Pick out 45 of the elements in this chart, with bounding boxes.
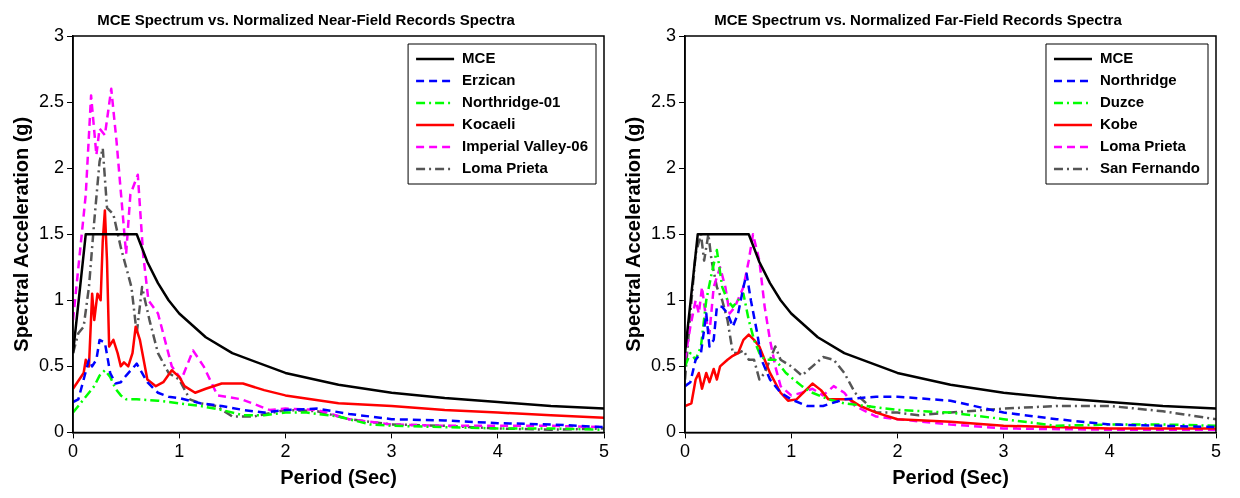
y-tick-label: 0 xyxy=(666,421,677,442)
x-tick-label: 1 xyxy=(786,441,797,462)
y-tick-label: 1.5 xyxy=(650,223,677,244)
legend-label: MCE xyxy=(462,49,496,67)
x-tick-label: 4 xyxy=(1104,441,1115,462)
legend-label: Erzican xyxy=(462,71,516,89)
x-tick-label: 4 xyxy=(492,441,503,462)
x-tick-label: 3 xyxy=(386,441,397,462)
legend-label: MCE xyxy=(1099,49,1134,67)
line-series xyxy=(73,338,604,429)
y-tick-label: 3 xyxy=(666,24,677,45)
x-tick-label: 2 xyxy=(892,441,903,462)
legend-label: Kocaeli xyxy=(462,115,516,133)
legend-label: Northridge-01 xyxy=(462,93,561,111)
x-tick-label: 0 xyxy=(68,441,79,462)
chart-title: MCE Spectrum vs. Normalized Far-Field Records Spectra xyxy=(714,11,1123,29)
y-tick-label: 2.5 xyxy=(38,91,65,112)
legend-label: San Fernando xyxy=(1099,159,1200,177)
y-tick-label: 2 xyxy=(666,157,677,178)
x-tick-label: 5 xyxy=(598,441,610,462)
x-tick-label: 5 xyxy=(1210,441,1222,462)
y-tick-label: 1 xyxy=(54,289,65,310)
legend-label: Imperial Valley-06 xyxy=(462,137,589,155)
legend-label: Loma Prieta xyxy=(462,159,549,177)
y-axis-title: Spectral Acceleration (g) xyxy=(621,116,644,352)
y-tick-label: 0 xyxy=(54,421,65,442)
y-tick-label: 2.5 xyxy=(650,91,677,112)
x-tick-label: 1 xyxy=(174,441,185,462)
x-axis-title: Period (Sec) xyxy=(280,465,397,488)
x-axis-title: Period (Sec) xyxy=(892,465,1009,488)
x-tick-label: 0 xyxy=(680,441,691,462)
legend-label: Kobe xyxy=(1099,115,1138,133)
y-tick-label: 2 xyxy=(54,157,65,178)
legend-label: Northridge xyxy=(1099,71,1177,89)
x-tick-label: 3 xyxy=(998,441,1009,462)
y-tick-label: 3 xyxy=(54,24,65,45)
legend-label: Duzce xyxy=(1099,93,1145,111)
legend-label: Loma Prieta xyxy=(1099,137,1187,155)
y-tick-label: 0.5 xyxy=(38,355,65,376)
y-axis-title: Spectral Acceleration (g) xyxy=(9,116,32,352)
chart-title: MCE Spectrum vs. Normalized Near-Field Records Spectra xyxy=(97,11,516,29)
y-tick-label: 0.5 xyxy=(650,355,677,376)
x-tick-label: 2 xyxy=(280,441,291,462)
y-tick-label: 1.5 xyxy=(38,223,65,244)
y-tick-label: 1 xyxy=(666,289,677,310)
